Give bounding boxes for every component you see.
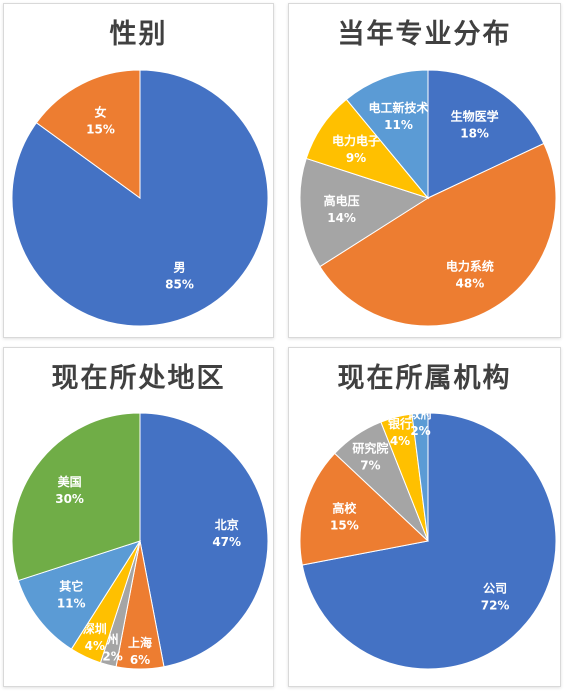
pie-chart-major: 生物医学 18% 电力系统 48% 高电压 14% 电力电子 9% 电工新技术 11% (299, 69, 557, 327)
slice-category-label: 电力电子 (332, 133, 380, 148)
pie-slice (411, 412, 429, 542)
chart-title: 性别 (109, 19, 168, 50)
pie-slice (319, 142, 557, 327)
slice-category-label: 电工新技术 (368, 100, 428, 115)
slice-category-label: 银行 (388, 416, 412, 431)
slice-category-label: 高校 (332, 501, 357, 516)
chart-title: 现在所属机构 (337, 363, 512, 394)
slice-value-label: 11% (384, 118, 413, 132)
slice-value-label: 9% (346, 151, 366, 165)
chart-title: 当年专业分布 (337, 19, 512, 50)
pie-slice (35, 69, 141, 199)
chart-panel-region: 现在所处地区 北京 47% 上海 6% 州 2% 深圳 4% 其它 11% 美国 30% (3, 347, 274, 687)
slice-value-label: 2% (410, 424, 430, 438)
slice-category-label: 北京 (215, 517, 239, 532)
slice-category-label: 政府 (408, 406, 432, 421)
slice-category-label: 女 (94, 104, 106, 119)
slice-category-label: 研究院 (352, 440, 388, 455)
slice-category-label: 美国 (58, 474, 82, 489)
pie-chart-gender: 男 85% 女 15% (11, 69, 269, 327)
slice-category-label: 高电压 (324, 193, 360, 208)
slice-value-label: 2% (102, 650, 122, 664)
slice-value-label: 4% (390, 434, 410, 448)
slice-category-label: 电力系统 (446, 258, 494, 273)
slice-value-label: 18% (460, 127, 489, 141)
pie-slice (345, 69, 429, 200)
slice-category-label: 男 (173, 261, 185, 275)
pie-slice (11, 412, 141, 582)
pie-slice (427, 69, 545, 199)
slice-category-label: 公司 (483, 582, 507, 596)
slice-value-label: 15% (330, 519, 359, 533)
slice-category-label: 深圳 (83, 621, 107, 636)
chart-title: 现在所处地区 (51, 363, 226, 394)
pie-chart-institution: 公司 72% 高校 15% 研究院 7% 银行 4% 政府 2% (299, 406, 557, 670)
chart-panel-major: 当年专业分布 生物医学 18% 电力系统 48% 高电压 14% 电力电子 9% 电工新技术 11… (288, 3, 561, 338)
slice-value-label: 72% (481, 599, 510, 613)
pie-slice (139, 412, 269, 668)
pie-slice (299, 157, 430, 268)
slice-value-label: 47% (212, 535, 241, 549)
slice-value-label: 6% (130, 653, 150, 667)
slice-value-label: 7% (360, 458, 380, 472)
slice-value-label: 4% (85, 639, 105, 653)
slice-category-label: 其它 (59, 578, 83, 593)
chart-panel-institution: 现在所属机构 公司 72% 高校 15% 研究院 7% 银行 4% 政府 2% (288, 347, 561, 687)
slice-value-label: 14% (327, 211, 356, 225)
slice-value-label: 48% (456, 276, 485, 290)
chart-panel-gender: 性别 男 85% 女 15% (3, 3, 274, 338)
slice-category-label: 上海 (128, 635, 152, 650)
slice-category-label: 生物医学 (451, 109, 499, 124)
slice-value-label: 15% (86, 122, 115, 136)
slice-value-label: 30% (55, 492, 84, 506)
slice-value-label: 85% (165, 278, 194, 292)
pie-slice (17, 540, 142, 650)
pie-slice (301, 412, 557, 670)
pie-slice (299, 452, 430, 566)
slice-value-label: 11% (57, 596, 86, 610)
